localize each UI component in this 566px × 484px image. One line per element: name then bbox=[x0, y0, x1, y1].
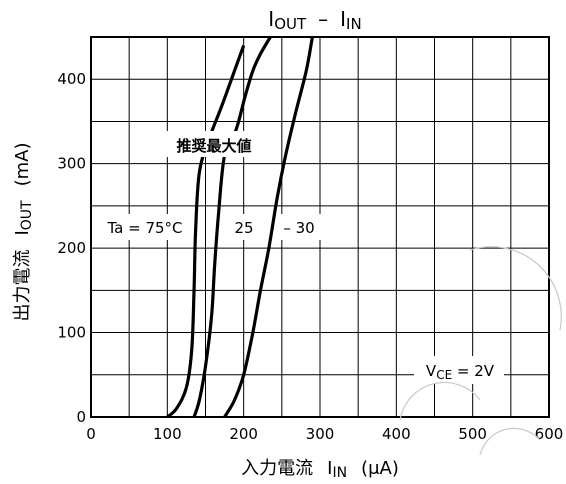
annotation-minus-30: – 30 bbox=[283, 219, 314, 237]
x-label-prefix: 入力電流 bbox=[241, 458, 313, 479]
annotation-25: 25 bbox=[234, 219, 253, 237]
title-second-sub: IN bbox=[346, 15, 362, 33]
condition-sub: CE bbox=[436, 368, 452, 382]
label-25-bg bbox=[228, 214, 260, 240]
x-tick-label: 300 bbox=[306, 425, 335, 443]
ta-label-bg bbox=[100, 214, 188, 240]
recommended-bg bbox=[160, 131, 268, 157]
x-label-symbol: I bbox=[327, 458, 332, 479]
x-axis-label: 入力電流 IIN (μA) bbox=[241, 458, 399, 481]
y-tick-label: 200 bbox=[57, 239, 86, 257]
title-main: I bbox=[268, 7, 274, 31]
series-curve-2 bbox=[223, 36, 314, 418]
y-tick-label: 0 bbox=[76, 408, 86, 426]
watermark bbox=[399, 246, 562, 456]
y-label-unit: (mA) bbox=[12, 142, 33, 186]
condition-value: = 2V bbox=[452, 362, 495, 380]
chart-title: IOUT – IIN bbox=[268, 7, 361, 33]
y-label-prefix: 出力電流 bbox=[12, 250, 33, 322]
x-tick-label: 0 bbox=[86, 425, 96, 443]
x-tick-label: 200 bbox=[229, 425, 258, 443]
curves bbox=[166, 36, 314, 419]
y-tick-label: 300 bbox=[57, 155, 86, 173]
title-second: I bbox=[340, 7, 346, 31]
grid bbox=[91, 37, 549, 417]
y-axis-label: 出力電流 IOUT (mA) bbox=[12, 142, 35, 321]
x-tick-label: 400 bbox=[382, 425, 411, 443]
condition-prefix: V bbox=[426, 362, 437, 380]
x-tick-label: 100 bbox=[153, 425, 182, 443]
x-label-symbol-sub: IN bbox=[332, 465, 347, 481]
x-label-unit: (μA) bbox=[361, 458, 399, 479]
series-curve-0 bbox=[166, 44, 246, 419]
annotation-recommended: 推奨最大値 bbox=[176, 137, 251, 155]
tick-labels: 0 100 200 300 400 500 600 0 100 200 300 400 bbox=[57, 70, 563, 443]
x-tick-label: 500 bbox=[458, 425, 487, 443]
y-label-symbol-sub: OUT bbox=[19, 200, 35, 230]
plot-frame bbox=[90, 36, 550, 418]
label-m30-bg bbox=[276, 214, 322, 240]
y-tick-label: 100 bbox=[57, 324, 86, 342]
condition-bg bbox=[414, 356, 504, 384]
y-tick-label: 400 bbox=[57, 70, 86, 88]
annotation-ta-75: Ta = 75°C bbox=[106, 219, 182, 237]
annotation-condition: VCE = 2V bbox=[426, 362, 495, 382]
title-separator: – bbox=[318, 7, 328, 31]
y-label-symbol: I bbox=[12, 230, 33, 235]
series-curve-1 bbox=[192, 36, 272, 418]
x-tick-label: 600 bbox=[535, 425, 564, 443]
title-main-sub: OUT bbox=[274, 15, 307, 33]
